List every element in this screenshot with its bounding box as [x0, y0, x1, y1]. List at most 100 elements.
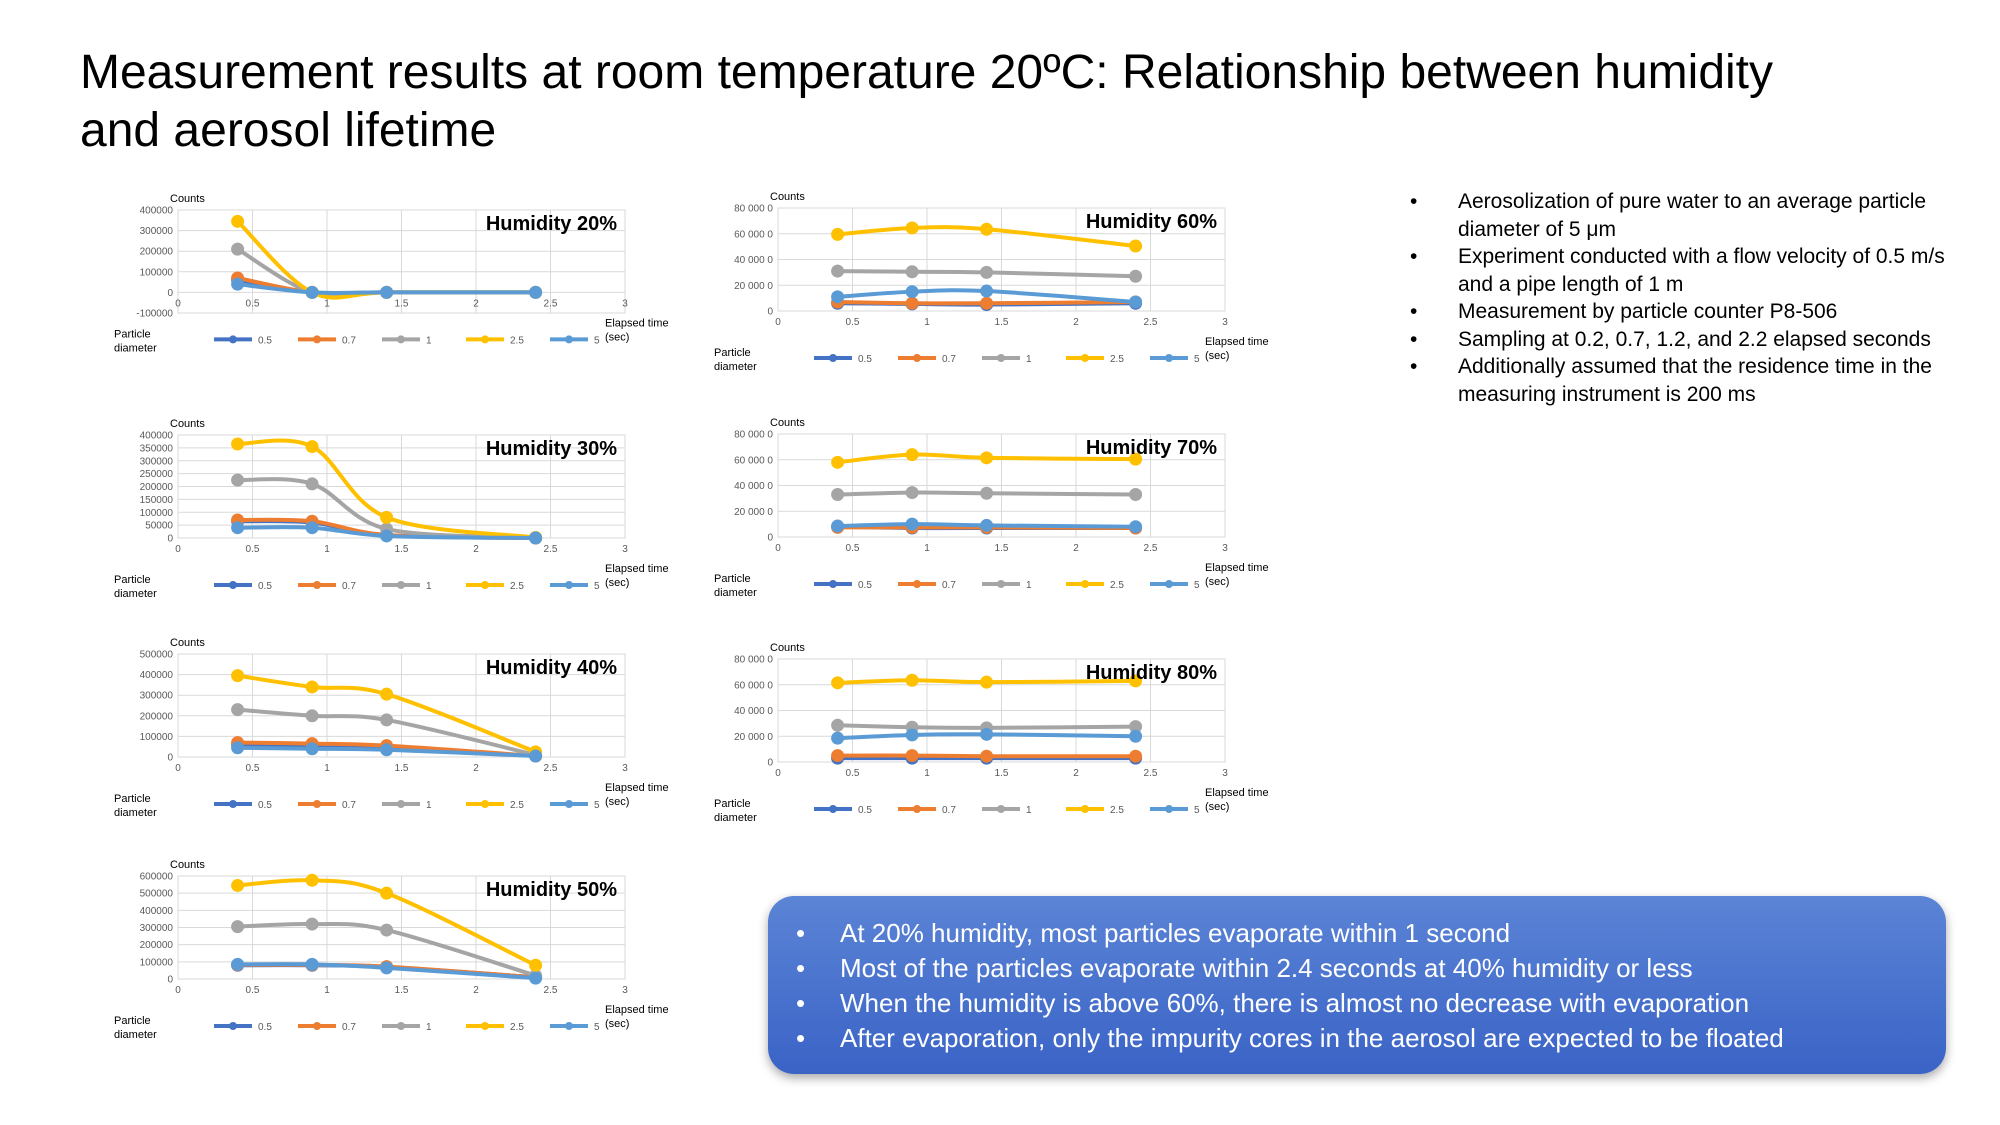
series-line-5 — [235, 962, 538, 981]
legend-label: 5 — [594, 800, 600, 811]
data-point-5 — [305, 742, 319, 756]
data-point-5 — [380, 961, 394, 975]
x-tick-label: 0 — [175, 985, 181, 996]
legend-swatch-marker — [1081, 580, 1089, 588]
data-point-5 — [529, 531, 543, 545]
x-tick-label: 2.5 — [1144, 317, 1158, 328]
legend-label: 1 — [426, 1022, 432, 1033]
chart-humidity-70: 0 20 000 0 40 000 0 60 000 0 80 000 0 0 0.5 1 1.… — [714, 412, 1290, 612]
x-tick-label: 0 — [175, 763, 181, 774]
legend-label: 2.5 — [510, 581, 524, 592]
legend-swatch-marker — [397, 800, 405, 808]
legend-label: 2.5 — [1110, 354, 1124, 365]
data-point-5 — [980, 518, 994, 532]
x-tick-label: 1 — [924, 768, 930, 779]
legend-title: Particle — [714, 798, 751, 810]
summary-item: At 20% humidity, most particles evaporat… — [796, 916, 1946, 951]
x-axis-title-unit: (sec) — [1205, 576, 1229, 588]
y-tick-label: 50000 — [145, 521, 173, 532]
legend-swatch-marker — [1165, 580, 1173, 588]
x-tick-label: 1.5 — [395, 985, 409, 996]
data-point-5 — [831, 731, 845, 745]
legend-label: 0.7 — [342, 800, 356, 811]
data-point-2.5 — [305, 873, 319, 887]
data-point-1 — [831, 718, 845, 732]
legend-swatch-marker — [229, 581, 237, 589]
legend-swatch-marker — [1165, 354, 1173, 362]
series-line-2.5 — [835, 678, 1138, 685]
y-tick-label: 0 — [767, 307, 773, 318]
data-point-1 — [231, 920, 245, 934]
data-point-1 — [231, 242, 245, 256]
x-axis-title-unit: (sec) — [605, 796, 629, 808]
y-tick-label: 100000 — [140, 957, 174, 968]
note-item: Measurement by particle counter P8-506 — [1410, 298, 1950, 326]
x-tick-label: 3 — [622, 763, 628, 774]
x-tick-label: 2.5 — [1144, 768, 1158, 779]
y-tick-label: 150000 — [140, 495, 174, 506]
y-tick-label: 60 000 0 — [734, 680, 773, 691]
legend-swatch-marker — [829, 580, 837, 588]
data-point-5 — [380, 529, 394, 543]
x-tick-label: 2 — [1073, 543, 1079, 554]
legend-label: 0.5 — [258, 335, 272, 346]
series-line-2.5 — [235, 438, 538, 540]
data-point-5 — [380, 743, 394, 757]
data-point-2.5 — [905, 673, 919, 687]
data-point-2.5 — [905, 448, 919, 462]
legend-label: 0.5 — [858, 805, 872, 816]
chart-humidity-50: 0 100000 200000 300000 400000 500000 600000 0 0.… — [114, 854, 690, 1054]
data-point-5 — [529, 971, 543, 985]
data-point-1 — [380, 923, 394, 937]
legend-swatch-marker — [313, 800, 321, 808]
x-tick-label: 2.5 — [544, 763, 558, 774]
legend-label: 2.5 — [510, 800, 524, 811]
x-axis-title: Elapsed time — [605, 782, 669, 794]
data-point-0.7 — [1129, 749, 1143, 763]
x-tick-label: 3 — [622, 985, 628, 996]
y-tick-label: 80 000 0 — [734, 430, 773, 441]
legend-title: Particle — [114, 574, 151, 586]
series-line-5 — [235, 745, 538, 758]
data-point-5 — [831, 290, 845, 304]
legend-label: 5 — [594, 581, 600, 592]
legend-swatch-marker — [913, 354, 921, 362]
legend-title: Particle — [114, 793, 151, 805]
y-tick-label: 0 — [167, 753, 173, 764]
legend-swatch-marker — [565, 581, 573, 589]
legend-label: 0.5 — [858, 580, 872, 591]
legend-swatch-marker — [481, 581, 489, 589]
chart-title: Humidity 50% — [486, 879, 617, 901]
data-point-2.5 — [380, 687, 394, 701]
data-point-1 — [305, 709, 319, 723]
series-line-5 — [235, 282, 538, 296]
legend-swatch-marker — [397, 335, 405, 344]
x-tick-label: 0 — [175, 298, 181, 309]
data-point-5 — [1129, 295, 1143, 309]
x-axis-title-unit: (sec) — [605, 331, 629, 343]
y-tick-label: 400000 — [140, 431, 174, 442]
legend-swatch-marker — [313, 581, 321, 589]
data-point-0.7 — [905, 296, 919, 310]
legend-label: 0.7 — [342, 335, 356, 346]
data-point-5 — [1129, 520, 1143, 534]
x-tick-label: 3 — [1222, 317, 1228, 328]
legend-title-2: diameter — [114, 807, 157, 819]
series-line-1 — [235, 707, 538, 757]
data-point-5 — [905, 285, 919, 299]
x-tick-label: 1 — [924, 543, 930, 554]
y-tick-label: 500000 — [140, 889, 174, 900]
legend-label: 5 — [594, 1022, 600, 1033]
legend-swatch-marker — [229, 335, 237, 344]
y-tick-label: 300000 — [140, 456, 174, 467]
y-tick-label: 300000 — [140, 923, 174, 934]
data-point-2.5 — [231, 878, 245, 892]
x-axis-title-unit: (sec) — [605, 577, 629, 589]
legend-title: Particle — [114, 1015, 151, 1027]
legend-swatch-marker — [397, 581, 405, 589]
x-tick-label: 1 — [324, 985, 330, 996]
x-tick-label: 2 — [1073, 768, 1079, 779]
x-tick-label: 0.5 — [246, 544, 260, 555]
data-point-1 — [1129, 720, 1143, 734]
